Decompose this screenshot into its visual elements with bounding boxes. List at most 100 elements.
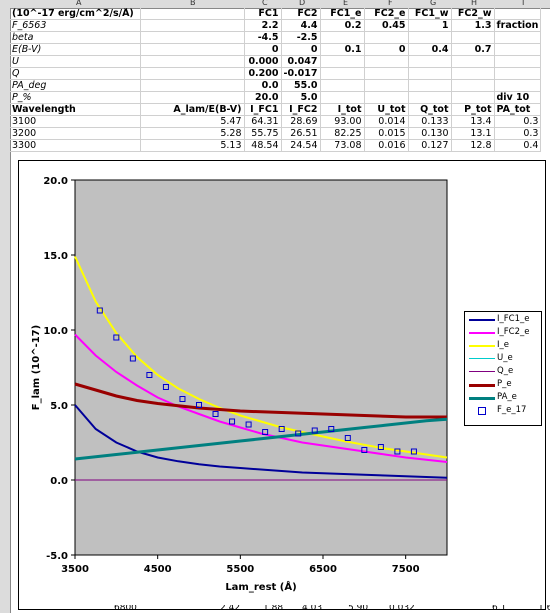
column-header-c[interactable]: C bbox=[262, 0, 268, 7]
sheet-cell[interactable] bbox=[451, 91, 495, 104]
sheet-cell[interactable]: 12.8 bbox=[451, 139, 495, 152]
sheet-cell[interactable]: 1.3 bbox=[451, 19, 495, 32]
sheet-cell[interactable] bbox=[320, 79, 365, 92]
sheet-cell[interactable]: FC1_w bbox=[408, 8, 452, 20]
sheet-cell[interactable]: FC2_e bbox=[364, 8, 409, 20]
sheet-cell[interactable] bbox=[451, 55, 495, 68]
sheet-cell[interactable] bbox=[140, 55, 245, 68]
sheet-cell[interactable] bbox=[140, 91, 245, 104]
sheet-cell[interactable] bbox=[408, 31, 452, 44]
sheet-cell[interactable] bbox=[320, 55, 365, 68]
sheet-cell[interactable]: FC1_e bbox=[320, 8, 365, 20]
sheet-cell[interactable]: 0.130 bbox=[408, 127, 452, 140]
sheet-cell[interactable]: fraction bbox=[494, 19, 542, 32]
sheet-cell[interactable] bbox=[364, 67, 409, 80]
sheet-cell[interactable]: 28.69 bbox=[281, 115, 321, 128]
sheet-cell[interactable]: 5.28 bbox=[140, 127, 245, 140]
sheet-cell[interactable]: A_lam/E(B-V) bbox=[140, 103, 245, 116]
sheet-cell[interactable]: F_6563 bbox=[10, 19, 141, 32]
sheet-cell[interactable]: beta bbox=[10, 31, 141, 44]
sheet-cell[interactable]: Wavelength bbox=[10, 103, 141, 116]
sheet-cell[interactable] bbox=[408, 67, 452, 80]
sheet-cell[interactable]: 64.31 bbox=[244, 115, 282, 128]
sheet-cell[interactable]: 4.4 bbox=[281, 19, 321, 32]
sheet-cell[interactable]: (10^-17 erg/cm^2/s/Å) bbox=[10, 8, 141, 20]
sheet-cell[interactable] bbox=[320, 67, 365, 80]
sheet-cell[interactable] bbox=[364, 31, 409, 44]
sheet-cell[interactable]: Q_tot bbox=[408, 103, 452, 116]
sheet-cell[interactable]: 0.127 bbox=[408, 139, 452, 152]
sheet-cell[interactable] bbox=[320, 91, 365, 104]
sheet-cell[interactable]: 73.08 bbox=[320, 139, 365, 152]
sheet-cell[interactable]: 48.54 bbox=[244, 139, 282, 152]
sheet-cell[interactable] bbox=[494, 67, 542, 80]
sheet-cell[interactable] bbox=[140, 79, 245, 92]
sheet-cell[interactable]: 0.1 bbox=[320, 43, 365, 56]
sheet-cell[interactable]: -0.017 bbox=[281, 67, 321, 80]
cell-ifc1[interactable]: 1.88 bbox=[263, 605, 284, 613]
sheet-cell[interactable]: FC2 bbox=[281, 8, 321, 20]
sheet-cell[interactable]: 0.000 bbox=[244, 55, 282, 68]
sheet-cell[interactable]: 3100 bbox=[10, 115, 141, 128]
sheet-cell[interactable]: U bbox=[10, 55, 141, 68]
sheet-cell[interactable]: 0.016 bbox=[364, 139, 409, 152]
sheet-cell[interactable]: I_tot bbox=[320, 103, 365, 116]
sheet-cell[interactable]: 5.0 bbox=[281, 91, 321, 104]
sheet-cell[interactable] bbox=[451, 31, 495, 44]
column-header-g[interactable]: G bbox=[430, 0, 437, 7]
sheet-cell[interactable]: 0.45 bbox=[364, 19, 409, 32]
sheet-cell[interactable] bbox=[408, 55, 452, 68]
sheet-cell[interactable]: 20.0 bbox=[244, 91, 282, 104]
column-header-a[interactable]: A bbox=[76, 0, 82, 7]
column-header-h[interactable]: H bbox=[471, 0, 478, 7]
cell-patot[interactable]: 1.6 bbox=[538, 605, 550, 613]
sheet-cell[interactable]: 1 bbox=[408, 19, 452, 32]
sheet-cell[interactable]: PA_tot bbox=[494, 103, 542, 116]
sheet-cell[interactable]: 0.2 bbox=[320, 19, 365, 32]
sheet-cell[interactable]: -4.5 bbox=[244, 31, 282, 44]
cell-itot[interactable]: 5.90 bbox=[348, 605, 369, 613]
sheet-cell[interactable] bbox=[451, 67, 495, 80]
sheet-cell[interactable]: PA_deg bbox=[10, 79, 141, 92]
sheet-cell[interactable]: P_% bbox=[10, 91, 141, 104]
sheet-cell[interactable]: Q bbox=[10, 67, 141, 80]
sheet-cell[interactable]: 26.51 bbox=[281, 127, 321, 140]
sheet-cell[interactable] bbox=[140, 43, 245, 56]
cell-utot[interactable]: 0.032 bbox=[389, 605, 415, 613]
sheet-cell[interactable]: 0 bbox=[281, 43, 321, 56]
sheet-cell[interactable]: FC2_w bbox=[451, 8, 495, 20]
sheet-cell[interactable] bbox=[364, 91, 409, 104]
sheet-cell[interactable]: 0 bbox=[244, 43, 282, 56]
column-header-b[interactable]: B bbox=[190, 0, 196, 7]
chart-legend[interactable]: I_FC1_e I_FC2_e I_e U_e Q_e P_e PA_e F_e_17 bbox=[464, 311, 542, 426]
sheet-cell[interactable] bbox=[140, 8, 245, 20]
sheet-cell[interactable]: 55.75 bbox=[244, 127, 282, 140]
column-header-f[interactable]: F bbox=[388, 0, 393, 7]
sheet-cell[interactable]: 0.7 bbox=[451, 43, 495, 56]
sheet-cell[interactable]: 5.13 bbox=[140, 139, 245, 152]
sheet-cell[interactable] bbox=[320, 31, 365, 44]
cell-ifc2[interactable]: 4.03 bbox=[302, 605, 323, 613]
sheet-cell[interactable] bbox=[494, 79, 542, 92]
sheet-cell[interactable]: 0.200 bbox=[244, 67, 282, 80]
sheet-cell[interactable]: U_tot bbox=[364, 103, 409, 116]
sheet-cell[interactable]: 0.047 bbox=[281, 55, 321, 68]
sheet-cell[interactable] bbox=[494, 8, 542, 20]
sheet-cell[interactable]: -2.5 bbox=[281, 31, 321, 44]
sheet-cell[interactable] bbox=[408, 91, 452, 104]
sheet-cell[interactable]: FC1 bbox=[244, 8, 282, 20]
sheet-cell[interactable]: 0.4 bbox=[408, 43, 452, 56]
sheet-cell[interactable] bbox=[494, 55, 542, 68]
sheet-cell[interactable]: 82.25 bbox=[320, 127, 365, 140]
sheet-cell[interactable]: 93.00 bbox=[320, 115, 365, 128]
sheet-cell[interactable]: 13.1 bbox=[451, 127, 495, 140]
row-header-strip[interactable] bbox=[0, 0, 11, 613]
sheet-cell[interactable] bbox=[494, 43, 542, 56]
sheet-cell[interactable]: div 10 bbox=[494, 91, 542, 104]
cell-wavelength[interactable]: 6800 bbox=[114, 605, 137, 613]
sheet-cell[interactable]: 0.3 bbox=[494, 115, 542, 128]
sheet-cell[interactable]: I_FC1 bbox=[244, 103, 282, 116]
column-header-d[interactable]: D bbox=[299, 0, 306, 7]
sheet-cell[interactable]: 0.015 bbox=[364, 127, 409, 140]
sheet-cell[interactable] bbox=[140, 67, 245, 80]
